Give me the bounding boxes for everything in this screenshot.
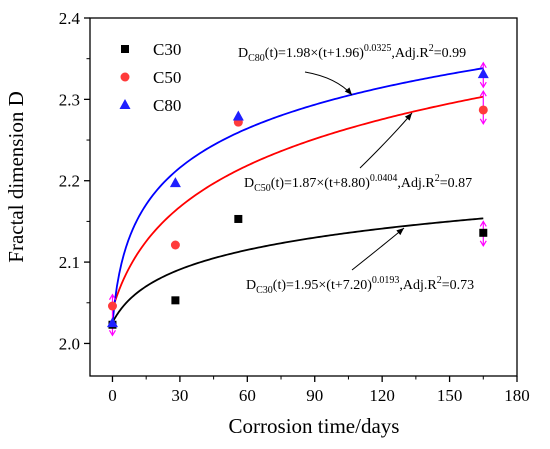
legend-marker-c80 — [119, 99, 131, 109]
fit-curve-c30 — [111, 217, 484, 323]
error-bar-cap — [108, 293, 116, 300]
equation-part: 2 — [437, 275, 442, 286]
equation-c50: DC50(t)=1.87×(t+8.80)0.0404,Adj.R2=0.87 — [244, 173, 472, 194]
equation-c80: DC80(t)=1.98×(t+1.96)0.0325,Adj.R2=0.99 — [238, 43, 466, 64]
legend-label-c80: C80 — [153, 96, 181, 115]
error-bar-cap — [479, 61, 487, 69]
equation-part: 0.0404 — [370, 173, 398, 184]
x-tick-label: 30 — [171, 386, 188, 405]
y-tick-label: 2.3 — [59, 90, 80, 109]
fit-equations: DC30(t)=1.95×(t+7.20)0.0193,Adj.R2=0.73D… — [238, 43, 474, 296]
axis-titles: Corrosion time/days Fractal dimension D — [4, 91, 399, 438]
x-tick-label: 150 — [437, 386, 463, 405]
equation-part: ,Adj.R — [399, 278, 437, 293]
error-bar-cap — [108, 330, 116, 337]
equation-part: C50 — [254, 183, 271, 194]
equation-part: (t)=1.87×(t+8.80) — [271, 176, 370, 191]
x-axis-title: Corrosion time/days — [229, 414, 400, 438]
error-bar-cap — [479, 240, 487, 247]
error-bar-cap — [479, 90, 487, 97]
annotation-arrowhead — [344, 87, 352, 95]
equation-part: D — [246, 278, 256, 293]
equation-part: =0.73 — [442, 278, 474, 293]
equation-part: =0.99 — [434, 46, 466, 61]
data-point-c50 — [478, 105, 488, 115]
equation-part: ,Adj.R — [397, 176, 435, 191]
data-point-c80 — [106, 317, 118, 328]
error-bar-cap — [479, 118, 487, 125]
data-point-c80 — [232, 110, 244, 121]
data-point-c50 — [170, 240, 180, 250]
equation-part: 0.0193 — [372, 275, 400, 286]
error-bar-cap — [479, 81, 487, 89]
equation-part: 2 — [429, 43, 434, 54]
plot-frame — [89, 17, 518, 377]
equation-part: 0.0325 — [364, 43, 392, 54]
x-tick-label: 180 — [504, 386, 530, 405]
error-bar-cap — [479, 220, 487, 227]
equation-part: C80 — [248, 53, 265, 64]
y-tick-label: 2.1 — [59, 253, 80, 272]
data-point-c80 — [169, 177, 181, 188]
equation-part: 2 — [435, 173, 440, 184]
equation-c30: DC30(t)=1.95×(t+7.20)0.0193,Adj.R2=0.73 — [246, 275, 474, 296]
x-tick-label: 120 — [369, 386, 395, 405]
annotation-arrowhead — [396, 228, 404, 236]
equation-part: (t)=1.95×(t+7.20) — [273, 278, 372, 293]
data-point-c30 — [234, 214, 243, 223]
equation-part: =0.87 — [440, 176, 472, 191]
fit-curve-c80 — [111, 67, 484, 325]
x-tick-label: 90 — [306, 386, 323, 405]
equation-part: D — [244, 176, 254, 191]
legend: C30 C50 C80 — [119, 40, 181, 115]
fit-curve-c50 — [111, 95, 484, 310]
y-tick-label: 2.0 — [59, 334, 80, 353]
axes: 0 30 60 90 120 150 180 2.0 2.1 2.2 2.3 2.4 — [59, 9, 530, 405]
fit-curves — [111, 67, 484, 325]
legend-marker-c50 — [120, 72, 130, 82]
legend-label-c30: C30 — [153, 40, 181, 59]
equation-part: C30 — [256, 285, 273, 296]
x-tick-label: 60 — [239, 386, 256, 405]
data-point-c30 — [479, 228, 488, 237]
annotation-arrow — [359, 112, 413, 169]
data-point-c80 — [477, 68, 489, 79]
data-point-c50 — [107, 301, 117, 311]
equation-part: D — [238, 46, 248, 61]
equation-part: (t)=1.98×(t+1.96) — [265, 46, 364, 61]
legend-marker-c30 — [121, 45, 129, 53]
annotation-arrow — [351, 227, 405, 271]
data-point-c30 — [171, 296, 180, 305]
legend-label-c50: C50 — [153, 68, 181, 87]
x-tick-label: 0 — [108, 386, 117, 405]
y-tick-label: 2.4 — [59, 9, 81, 28]
y-tick-label: 2.2 — [59, 172, 80, 191]
data-points — [106, 68, 489, 329]
y-axis-title: Fractal dimension D — [4, 91, 28, 262]
annotation-arrowhead — [404, 113, 412, 121]
equation-part: ,Adj.R — [391, 46, 429, 61]
